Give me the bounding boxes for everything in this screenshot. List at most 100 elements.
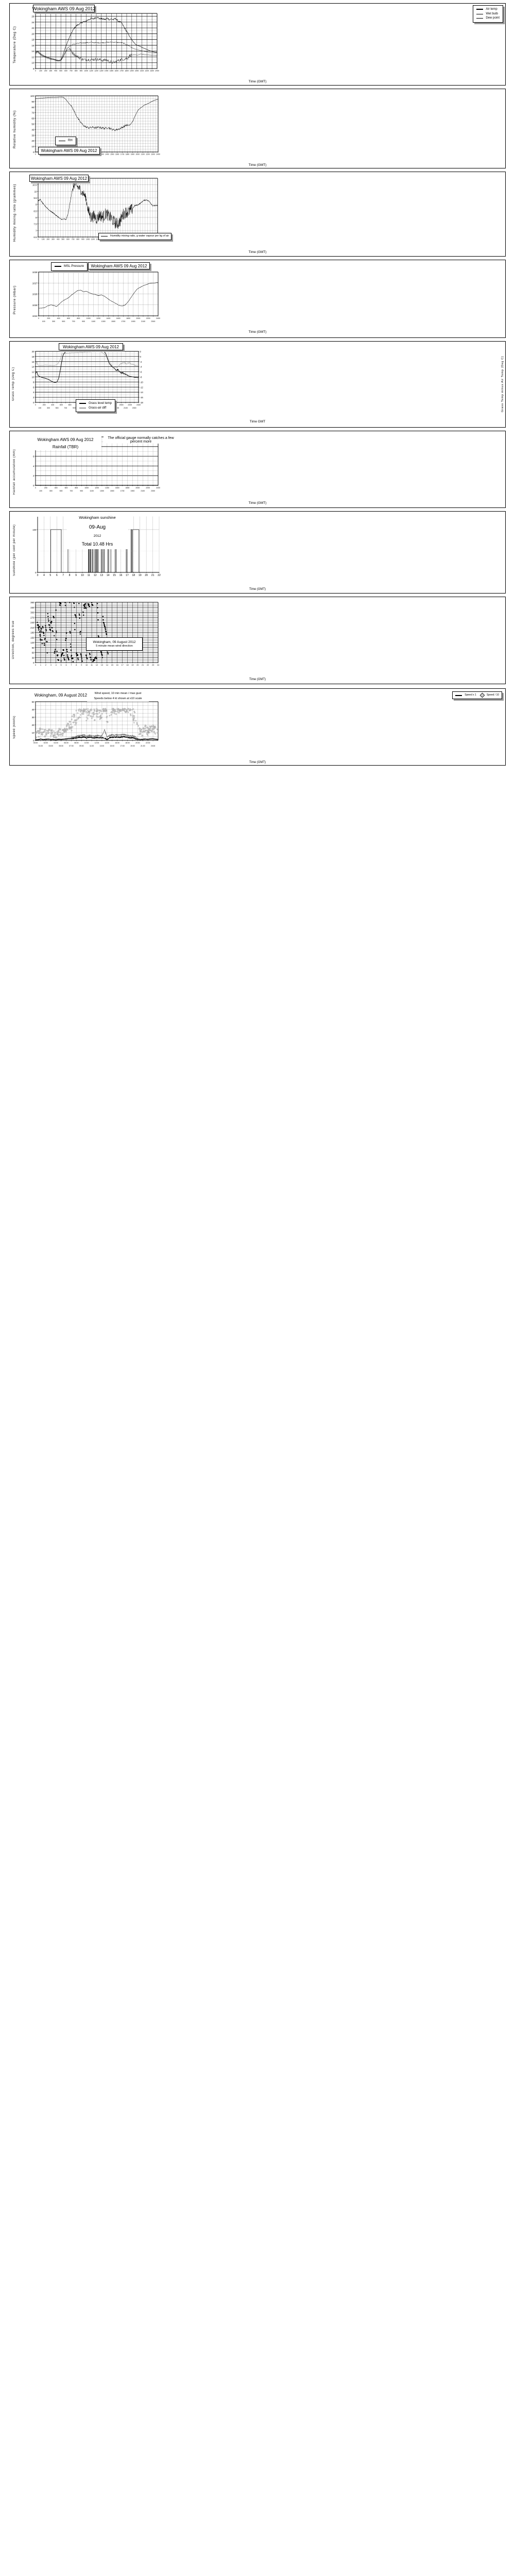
svg-text:2400: 2400 xyxy=(156,487,160,489)
svg-text:100: 100 xyxy=(38,407,41,409)
svg-text:8: 8 xyxy=(33,67,35,70)
svg-text:400: 400 xyxy=(55,487,58,489)
svg-text:10: 10 xyxy=(31,62,35,64)
svg-text:8: 8 xyxy=(69,574,71,577)
svg-text:1800: 1800 xyxy=(126,317,130,319)
svg-text:21: 21 xyxy=(142,664,144,666)
svg-text:200: 200 xyxy=(46,239,49,241)
svg-text:0: 0 xyxy=(35,154,36,156)
svg-text:03:00: 03:00 xyxy=(49,745,54,747)
svg-text:30: 30 xyxy=(31,134,35,137)
svg-text:1300: 1300 xyxy=(100,490,104,492)
svg-text:01:00: 01:00 xyxy=(39,745,43,747)
svg-text:2200: 2200 xyxy=(146,487,150,489)
svg-text:20: 20 xyxy=(32,724,35,726)
svg-text:900: 900 xyxy=(81,239,84,241)
svg-text:2: 2 xyxy=(45,664,46,666)
svg-text:2000: 2000 xyxy=(135,70,139,72)
pressure-legend: MSL Pressure xyxy=(51,262,88,271)
humidity-legend: RH xyxy=(55,137,76,145)
svg-text:1900: 1900 xyxy=(115,407,119,409)
legend-item-dew-point: Dew point xyxy=(476,16,500,21)
svg-text:2: 2 xyxy=(33,396,35,399)
svg-text:1000: 1000 xyxy=(84,487,89,489)
svg-text:700: 700 xyxy=(64,407,67,409)
svg-text:600: 600 xyxy=(64,70,67,72)
svg-text:700: 700 xyxy=(72,320,75,323)
svg-text:1700: 1700 xyxy=(121,320,125,323)
legend-item-msl-pressure: MSL Pressure xyxy=(55,264,84,269)
panel-temperature: Wokingham AWS 09 Aug 2012 Air temp Wet b… xyxy=(9,3,506,86)
svg-text:600: 600 xyxy=(60,404,63,406)
svg-text:800: 800 xyxy=(75,70,78,72)
svg-text:100: 100 xyxy=(42,320,45,323)
line-swatch-icon xyxy=(79,408,86,409)
svg-text:2000: 2000 xyxy=(136,154,140,156)
humidity-y-axis-label: Relative humidity (%) xyxy=(13,110,16,148)
svg-text:1400: 1400 xyxy=(105,70,109,72)
svg-text:800: 800 xyxy=(77,317,80,319)
svg-text:1500: 1500 xyxy=(110,490,114,492)
wind-direction-x-axis-label: Time (GMT) xyxy=(249,678,266,681)
pressure-plot: 1024 1025 1026 1027 1028 0 100 200 300 400 500 600 7… xyxy=(27,270,160,325)
grass-temp-y-axis-label: Grass Temp (Deg C) xyxy=(12,367,15,401)
svg-text:02:00: 02:00 xyxy=(44,742,48,744)
svg-text:1300: 1300 xyxy=(99,70,104,72)
svg-text:200: 200 xyxy=(44,70,47,72)
svg-text:19: 19 xyxy=(131,664,133,666)
svg-text:22: 22 xyxy=(158,574,161,577)
svg-text:1200: 1200 xyxy=(94,70,98,72)
legend-item-grass-level-temp: Grass level temp xyxy=(79,401,112,406)
svg-text:200: 200 xyxy=(43,404,46,406)
svg-text:1400: 1400 xyxy=(106,317,110,319)
svg-text:500: 500 xyxy=(56,407,59,409)
panel-mixing-ratio: Humidity mixing ratio (grammes) Wokingha… xyxy=(9,172,506,257)
svg-text:7: 7 xyxy=(36,229,37,232)
svg-text:1700: 1700 xyxy=(121,490,125,492)
svg-text:3: 3 xyxy=(50,664,52,666)
temperature-x-axis-label: Time (GMT) xyxy=(248,80,267,83)
svg-text:300: 300 xyxy=(30,612,35,614)
svg-text:14: 14 xyxy=(106,664,108,666)
svg-text:700: 700 xyxy=(70,490,73,492)
wind-direction-plot: 0 30 60 90 120 150 180 210 240 270 300 330 360 0 1 2 3 4 5… xyxy=(25,600,160,668)
svg-text:2400: 2400 xyxy=(155,70,159,72)
svg-text:20: 20 xyxy=(145,574,148,577)
svg-text:1200: 1200 xyxy=(95,487,99,489)
svg-text:2300: 2300 xyxy=(150,70,154,72)
svg-text:300: 300 xyxy=(52,320,55,323)
line-swatch-icon xyxy=(476,18,484,19)
svg-text:06:00: 06:00 xyxy=(64,742,68,744)
svg-text:14: 14 xyxy=(31,50,35,53)
mixing-ratio-y-axis-label: Humidity mixing ratio (grammes) xyxy=(13,183,16,242)
svg-text:21:00: 21:00 xyxy=(141,745,145,747)
svg-text:-4: -4 xyxy=(140,366,142,368)
svg-text:16: 16 xyxy=(116,664,118,666)
panel-grass-temp: Wokingham AWS 09 Aug 2012 Grass Temp (De… xyxy=(9,341,506,428)
svg-text:12: 12 xyxy=(96,664,98,666)
svg-text:10: 10 xyxy=(35,190,37,193)
svg-text:07:00: 07:00 xyxy=(69,745,74,747)
svg-text:2200: 2200 xyxy=(146,154,150,156)
svg-text:1025: 1025 xyxy=(32,304,38,307)
wind-speed-x-axis-label: Time (GMT) xyxy=(249,761,266,764)
svg-text:2300: 2300 xyxy=(151,320,155,323)
svg-text:500: 500 xyxy=(59,70,62,72)
svg-text:1100: 1100 xyxy=(91,320,95,323)
svg-text:0: 0 xyxy=(38,317,39,319)
svg-text:90: 90 xyxy=(32,647,35,649)
svg-text:2300: 2300 xyxy=(151,490,155,492)
sunshine-x-axis-label: Time (GMT) xyxy=(249,588,266,591)
svg-text:900: 900 xyxy=(82,320,85,323)
svg-text:8: 8 xyxy=(33,381,35,383)
svg-text:10: 10 xyxy=(32,376,35,379)
svg-text:20: 20 xyxy=(32,350,35,353)
svg-text:17: 17 xyxy=(126,574,129,577)
svg-text:1026: 1026 xyxy=(32,293,38,296)
svg-text:-16: -16 xyxy=(140,396,144,399)
svg-text:-14: -14 xyxy=(140,391,144,394)
diamond-swatch-icon xyxy=(479,692,485,698)
svg-text:1000: 1000 xyxy=(87,317,91,319)
svg-text:10.5: 10.5 xyxy=(32,184,37,187)
svg-text:0: 0 xyxy=(35,404,36,406)
